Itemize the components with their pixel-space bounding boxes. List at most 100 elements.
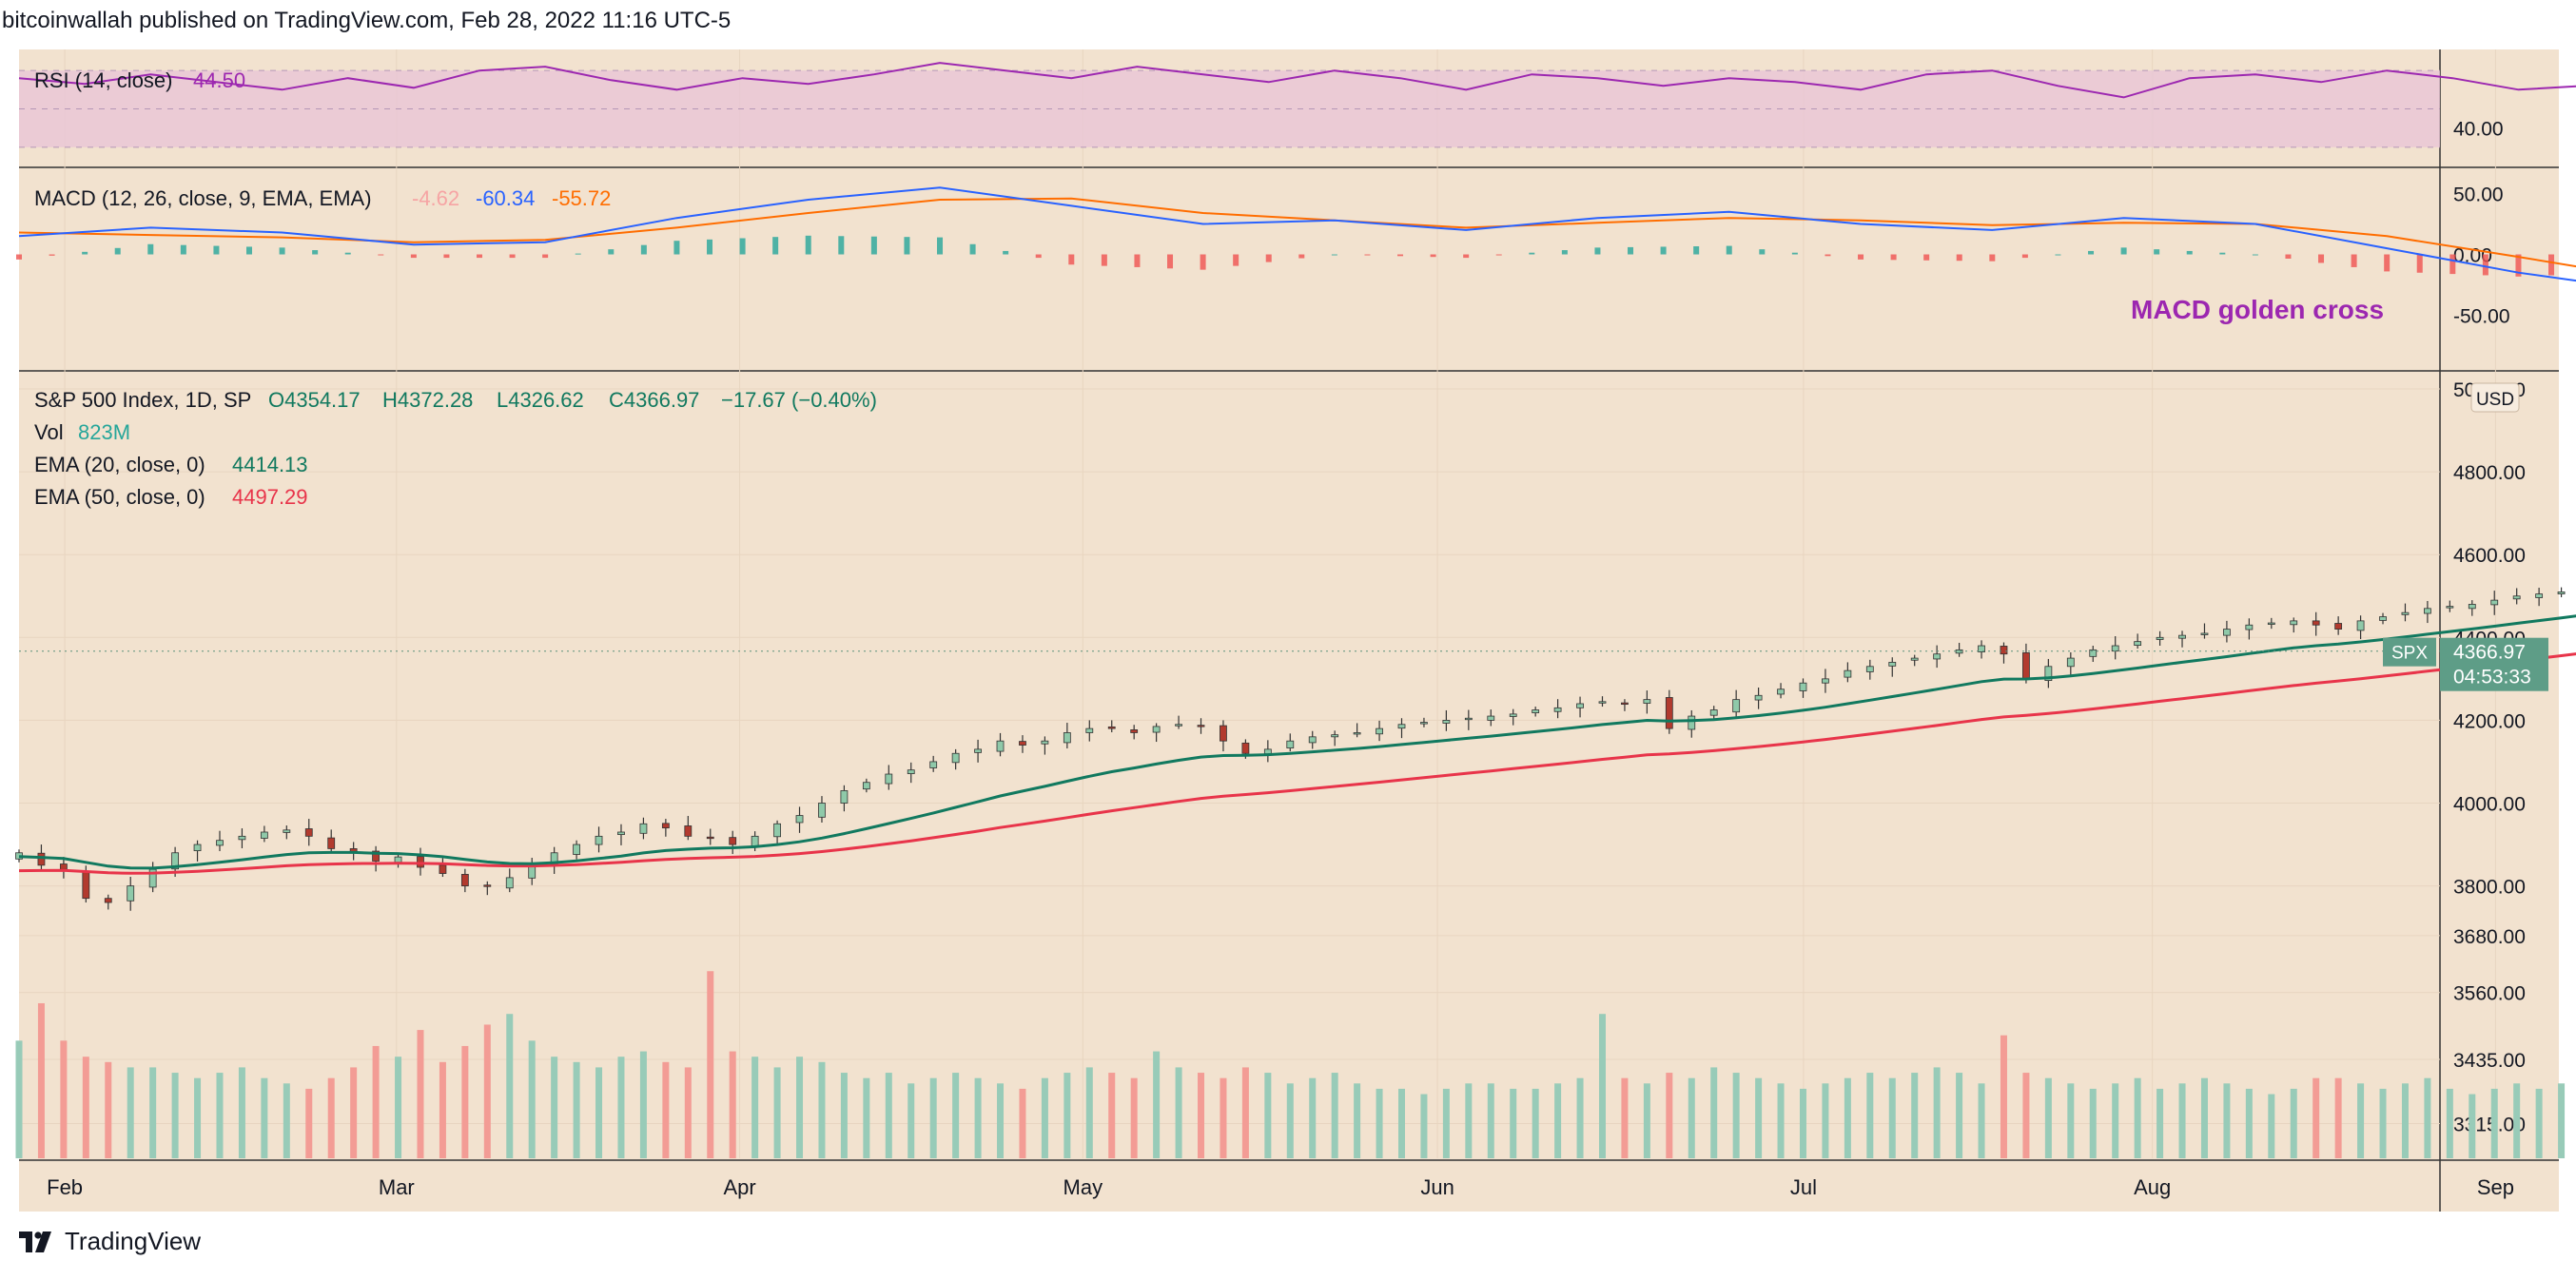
ema20-line [18, 614, 2576, 870]
candle-body [929, 761, 938, 768]
volume-bar [2334, 1077, 2342, 1158]
candle-body [2000, 646, 2008, 655]
macd-histogram-bar [2318, 254, 2325, 263]
candle-body [595, 835, 603, 845]
volume-bar [551, 1057, 558, 1158]
macd-histogram-bar [2285, 254, 2292, 259]
candle-body [1241, 742, 1250, 754]
candle-body [2557, 591, 2566, 594]
volume-bar [2178, 1083, 2186, 1158]
volume-bar [1309, 1077, 1317, 1158]
volume-bar [1956, 1073, 1963, 1158]
candle-body [2111, 645, 2119, 652]
candle-body [795, 815, 804, 824]
candle-body [2424, 608, 2431, 614]
candle-body [304, 828, 313, 837]
publisher-header: bitcoinwallah published on TradingView.c… [2, 8, 732, 33]
macd-histogram-bar [1003, 250, 1009, 255]
time-tick-label: Jul [1790, 1175, 1817, 1199]
macd-signal-line [18, 197, 2576, 268]
volume-bar [417, 1030, 424, 1158]
time-tick-label: Mar [379, 1175, 415, 1199]
macd-histogram-bar [1858, 254, 1864, 260]
macd-histogram-bar [904, 237, 910, 255]
candle-body [1487, 715, 1495, 721]
candle-body [951, 752, 960, 764]
macd-histogram-bar [1561, 250, 1568, 255]
rsi-tick-label: 40.00 [2453, 119, 2504, 141]
candle-body [1175, 724, 1182, 727]
volume-bar [506, 1014, 514, 1158]
volume-bar [1398, 1088, 1406, 1158]
macd-histogram-bar [279, 247, 285, 255]
time-tick-label: Feb [47, 1175, 83, 1199]
macd-histogram-bar [1759, 249, 1766, 255]
candle-body [1978, 645, 1985, 652]
volume-bar [1888, 1077, 1896, 1158]
volume-bar [1710, 1067, 1718, 1158]
volume-bar [2313, 1077, 2320, 1158]
volume-bar [2134, 1077, 2141, 1158]
candle-body [639, 823, 648, 834]
macd-histogram-bar [1660, 246, 1667, 255]
candle-body [2468, 604, 2476, 610]
candle-body [1130, 729, 1139, 733]
candle-body [283, 829, 291, 833]
spx-symbol-box [2383, 637, 2436, 667]
macd-legend-label: MACD (12, 26, close, 9, EMA, EMA) [34, 186, 372, 210]
time-tick-label: Sep [2477, 1175, 2514, 1199]
macd-histogram-bar [673, 241, 680, 255]
macd-histogram-bar [312, 250, 319, 255]
macd-histogram-bar [1693, 246, 1700, 255]
price-tick-label: 4800.00 [2453, 462, 2526, 484]
macd-histogram-bar [2449, 254, 2456, 275]
spx-symbol-label: SPX [2391, 644, 2428, 664]
macd-golden-cross-annotation: MACD golden cross [2131, 295, 2384, 324]
candle-body [907, 769, 915, 774]
volume-bar [595, 1067, 603, 1158]
volume-bar [2513, 1083, 2521, 1158]
candle-body [2290, 620, 2298, 626]
volume-bar [796, 1057, 804, 1158]
volume-bar [2558, 1083, 2566, 1158]
macd-histogram-bar [1890, 254, 1897, 261]
macd-histogram-bar [1265, 254, 1272, 262]
volume-bar [1354, 1083, 1361, 1158]
volume-bar [1019, 1088, 1026, 1158]
volume-bar [350, 1067, 358, 1158]
volume-bar [2200, 1077, 2208, 1158]
volume-bar [997, 1083, 1005, 1158]
macd-histogram-bar [16, 254, 22, 260]
macd-histogram-bar [2186, 250, 2193, 255]
tradingview-logo[interactable]: TradingView [19, 1227, 201, 1256]
candle-body [840, 790, 849, 804]
macd-histogram-bar [147, 243, 154, 255]
macd-histogram-bar [213, 245, 220, 255]
volume-bar [149, 1067, 157, 1158]
candle-body [2490, 599, 2499, 606]
bar-countdown: 04:53:33 [2453, 667, 2531, 688]
candle-body [2245, 624, 2254, 630]
candle-body [2334, 623, 2343, 630]
macd-histogram-bar [1529, 252, 1535, 255]
volume-bar [2000, 1035, 2007, 1158]
macd-histogram-bar [1726, 245, 1732, 255]
volume-bar [1286, 1083, 1294, 1158]
macd-histogram-bar [1233, 254, 1239, 266]
macd-histogram-bar [2252, 254, 2258, 256]
macd-histogram-bar [1331, 254, 1337, 256]
price-tick-label: 4200.00 [2453, 710, 2526, 732]
volume-bar [885, 1073, 892, 1158]
candle-body [2401, 611, 2410, 615]
macd-tick-label: 50.00 [2453, 184, 2504, 206]
volume-bar [2535, 1088, 2543, 1158]
macd-histogram-bar [410, 254, 417, 259]
candle-body [1286, 740, 1295, 748]
currency-badge-label: USD [2476, 390, 2514, 410]
candle-body [1420, 722, 1428, 725]
volume-bar [2424, 1077, 2431, 1158]
macd-histogram-bar [2384, 254, 2391, 272]
volume-bar [1220, 1077, 1227, 1158]
ohlc-low: L4326.62 [497, 388, 584, 412]
